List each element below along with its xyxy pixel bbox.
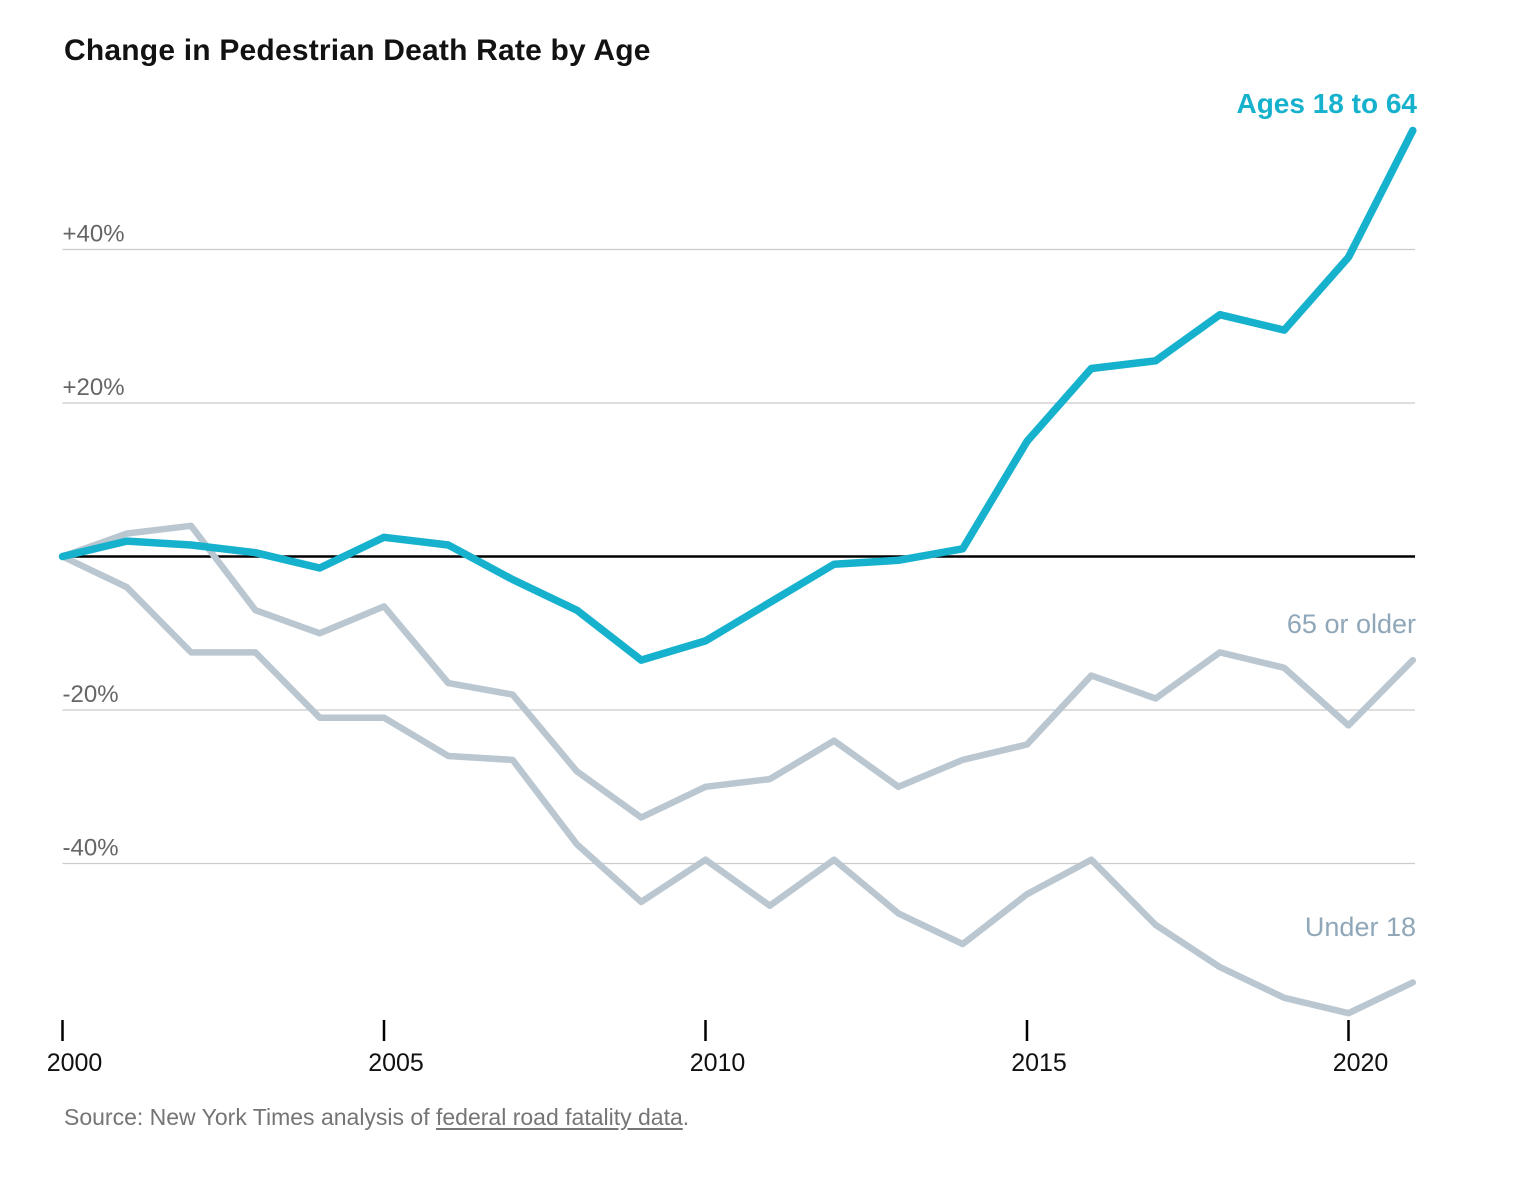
gridline-label-20: +20% <box>63 374 125 401</box>
gridline-label--20: -20% <box>63 681 119 708</box>
gridline-label--40: -40% <box>63 835 119 862</box>
source-prefix: Source: New York Times analysis of <box>64 1104 436 1130</box>
x-tick-label-2005: 2005 <box>368 1049 424 1077</box>
series-label-65-or-older: 65 or older <box>1287 609 1416 639</box>
series-label-under-18: Under 18 <box>1305 912 1416 942</box>
series-line-65-or-older <box>59 522 1417 821</box>
series-line-under-18 <box>59 553 1417 1017</box>
series-line-ages-18-to-64 <box>58 126 1417 664</box>
x-tick-label-2010: 2010 <box>690 1049 746 1077</box>
x-tick-label-2000: 2000 <box>47 1049 103 1077</box>
source-note: Source: New York Times analysis of feder… <box>64 1104 689 1131</box>
source-link[interactable]: federal road fatality data <box>436 1104 683 1130</box>
series-label-ages-18-to-64: Ages 18 to 64 <box>1236 88 1417 119</box>
x-tick-label-2020: 2020 <box>1333 1049 1389 1077</box>
chart-title: Change in Pedestrian Death Rate by Age <box>64 34 651 67</box>
source-suffix: . <box>682 1104 690 1130</box>
x-tick-label-2015: 2015 <box>1011 1049 1067 1077</box>
gridline-label-40: +40% <box>63 221 125 248</box>
